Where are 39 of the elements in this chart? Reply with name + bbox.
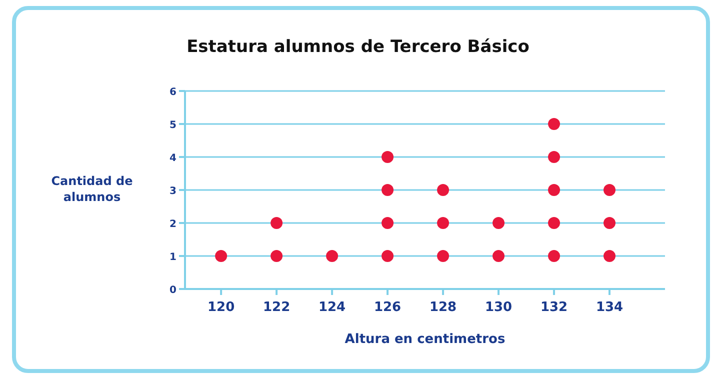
x-tick-label: 130 xyxy=(484,300,512,315)
chart-title: Estatura alumnos de Tercero Básico xyxy=(186,37,530,57)
point xyxy=(437,250,450,262)
point xyxy=(215,250,228,262)
point xyxy=(548,184,560,196)
point xyxy=(548,217,560,229)
y-tick-label: 6 xyxy=(170,87,177,98)
point xyxy=(326,250,338,262)
point xyxy=(270,217,283,229)
y-tick-label: 0 xyxy=(170,285,177,296)
y-tick-label: 4 xyxy=(170,153,177,164)
point xyxy=(548,250,560,262)
y-tick-label: 1 xyxy=(170,252,177,263)
point xyxy=(437,184,450,196)
point xyxy=(437,217,450,229)
point xyxy=(548,151,560,163)
y-tick-label: 2 xyxy=(170,219,177,230)
x-tick-label: 122 xyxy=(262,300,290,315)
x-tick-label: 128 xyxy=(429,300,457,315)
point xyxy=(492,250,505,262)
point xyxy=(548,118,560,130)
x-axis-title: Altura en centimetros xyxy=(344,332,506,347)
point xyxy=(382,250,394,262)
point xyxy=(382,217,394,229)
point xyxy=(382,184,394,196)
y-axis-title: Cantidad de alumnos xyxy=(51,174,133,204)
y-tick-label: 5 xyxy=(170,120,177,131)
y-tick-label: 3 xyxy=(170,186,177,197)
x-tick-label: 134 xyxy=(596,300,624,315)
point xyxy=(492,217,505,229)
x-tick-label: 120 xyxy=(208,300,235,315)
point xyxy=(604,184,616,196)
x-tick-label: 126 xyxy=(374,300,402,315)
x-tick-label: 132 xyxy=(540,300,568,315)
point xyxy=(270,250,283,262)
point xyxy=(604,250,616,262)
point xyxy=(382,151,394,163)
x-tick-label: 124 xyxy=(318,300,346,315)
point xyxy=(604,217,616,229)
